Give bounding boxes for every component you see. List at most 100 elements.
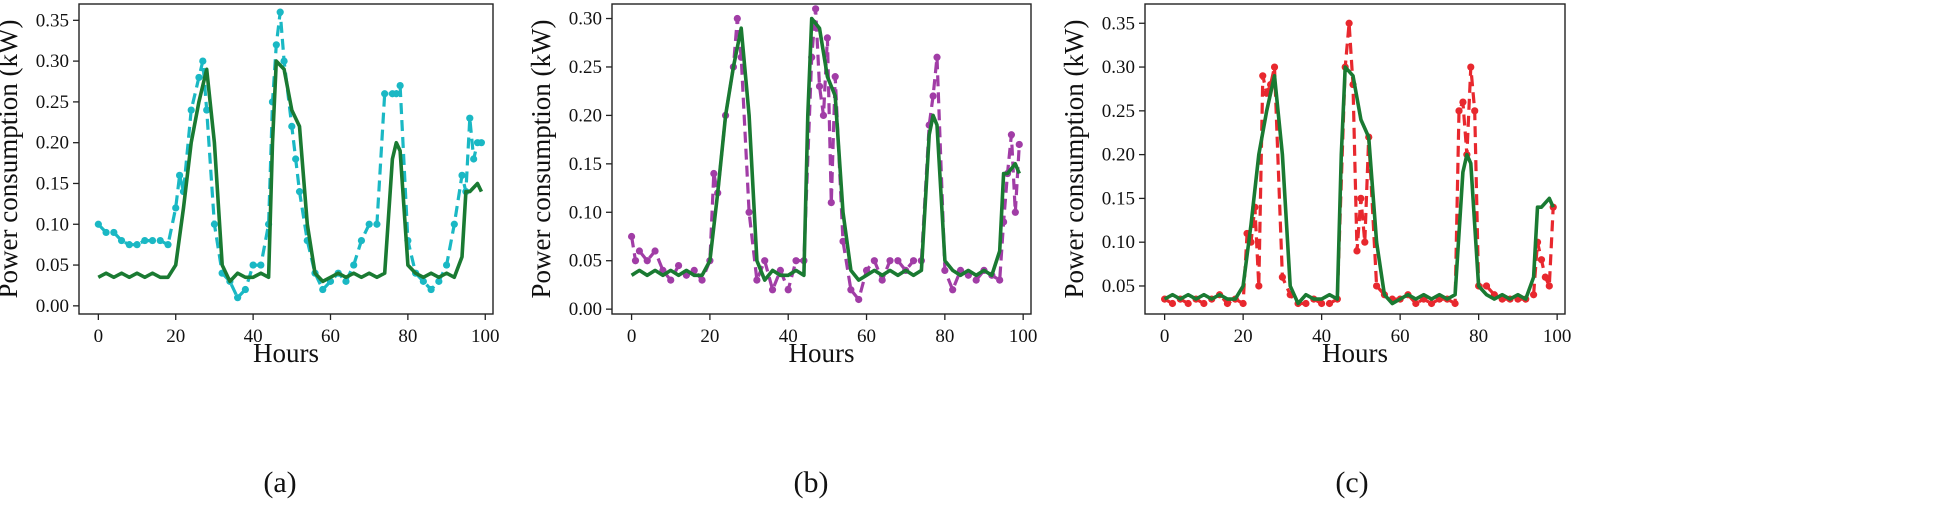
data-point	[1011, 208, 1019, 216]
data-point	[199, 57, 207, 65]
plot-area	[627, 5, 1023, 304]
data-point	[643, 257, 651, 265]
data-point	[1239, 299, 1247, 308]
data-point	[1467, 63, 1475, 71]
y-tick-label: 0.25	[36, 92, 69, 113]
data-point	[1345, 19, 1353, 27]
data-point	[1357, 194, 1365, 203]
data-point	[1255, 282, 1263, 290]
data-point	[477, 139, 485, 147]
data-point	[1427, 299, 1436, 308]
data-point	[929, 92, 937, 100]
series-line-solid	[630, 16, 1021, 282]
y-tick-label: 0.20	[569, 105, 602, 126]
data-point	[745, 208, 753, 216]
y-axis-label: Power consumption (kW)	[526, 20, 556, 299]
data-point	[172, 204, 180, 212]
data-point	[855, 295, 863, 304]
data-point	[909, 257, 918, 265]
panel-caption: (a)	[263, 466, 296, 499]
data-point	[419, 277, 427, 285]
data-point	[1353, 247, 1361, 255]
data-point	[350, 261, 358, 269]
data-point	[210, 220, 219, 228]
data-point	[292, 155, 300, 163]
y-tick-label: 0.25	[1102, 101, 1135, 122]
plot-area	[1161, 19, 1557, 308]
data-point	[381, 90, 389, 98]
data-point	[249, 261, 257, 269]
y-tick-label: 0.20	[36, 133, 69, 154]
data-point	[1223, 299, 1232, 308]
data-point	[187, 106, 195, 114]
data-point	[941, 266, 949, 275]
data-point	[156, 236, 164, 245]
data-point	[148, 236, 157, 245]
data-point	[373, 220, 381, 228]
data-point	[102, 228, 110, 237]
data-point	[651, 247, 659, 255]
data-point	[972, 276, 980, 284]
data-point	[933, 53, 941, 61]
y-tick-label: 0.15	[569, 154, 602, 175]
data-point	[812, 5, 820, 13]
data-point	[1451, 299, 1459, 308]
x-tick-label: 100	[1009, 326, 1038, 347]
data-point	[357, 236, 366, 245]
series-line-dashed	[1163, 21, 1555, 306]
series-line-dashed	[630, 7, 1021, 302]
data-point	[1372, 282, 1381, 290]
data-point	[392, 90, 400, 98]
data-point	[839, 237, 847, 245]
data-point	[1302, 299, 1310, 308]
data-point	[442, 261, 451, 269]
data-point	[949, 286, 957, 294]
data-point	[280, 57, 288, 65]
data-point	[1007, 131, 1016, 139]
panel-caption: (b)	[794, 466, 829, 499]
plot-frame	[78, 3, 494, 315]
data-point	[1482, 282, 1491, 290]
data-point	[768, 286, 777, 294]
data-point	[1270, 63, 1279, 71]
data-point	[133, 241, 141, 249]
y-tick-label: 0.25	[569, 57, 602, 78]
data-point	[894, 257, 902, 265]
x-tick-label: 80	[935, 326, 954, 347]
x-tick-label: 100	[471, 326, 500, 347]
y-tick-label: 0.15	[1102, 188, 1135, 209]
data-point	[1278, 273, 1286, 281]
x-tick-label: 20	[166, 326, 185, 347]
data-point	[1412, 299, 1420, 308]
data-point	[164, 241, 172, 249]
x-tick-label: 0	[627, 326, 637, 347]
y-tick-label: 0.05	[36, 255, 69, 276]
data-point	[1325, 299, 1334, 308]
data-point	[878, 276, 886, 284]
y-tick-label: 0.00	[36, 296, 69, 317]
data-point	[698, 276, 706, 284]
data-point	[710, 169, 718, 178]
data-point	[396, 81, 404, 90]
data-point	[635, 247, 644, 255]
chart-panel-1: 0 20 40 60 80 100 0.00 0.05 0.10 0.15 0.20 0.25 0.30…	[0, 3, 500, 499]
data-point	[241, 285, 249, 294]
data-point	[257, 261, 265, 269]
x-tick-label: 0	[1160, 326, 1170, 347]
data-point	[827, 198, 835, 207]
x-axis-label: Hours	[253, 338, 319, 368]
data-point	[1545, 282, 1553, 290]
data-point	[631, 257, 640, 265]
x-tick-label: 60	[321, 326, 340, 347]
y-tick-label: 0.10	[36, 214, 69, 235]
data-point	[886, 257, 894, 265]
data-point	[276, 8, 284, 16]
data-point	[819, 111, 828, 120]
data-point	[753, 276, 761, 284]
data-point	[466, 114, 474, 122]
data-point	[1168, 299, 1177, 308]
y-axis-label: Power consumption (kW)	[1059, 20, 1089, 299]
data-point	[1259, 72, 1267, 80]
x-tick-label: 60	[857, 326, 876, 347]
series-line-dashed	[97, 10, 482, 300]
